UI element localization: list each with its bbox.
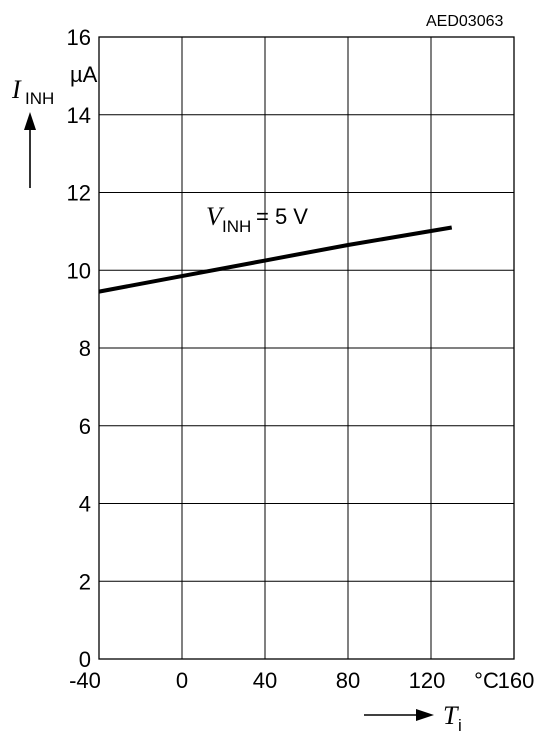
x-tick-label: 160 <box>498 668 535 693</box>
y-tick-label: 2 <box>79 569 91 594</box>
x-tick-label: 120 <box>409 668 446 693</box>
y-tick-label: 8 <box>79 336 91 361</box>
x-axis-sub: i <box>458 716 462 733</box>
series-label-rest: = 5 V <box>256 204 308 229</box>
series-line-vinh-5v <box>98 225 453 294</box>
x-tick-label: -40 <box>69 668 101 693</box>
x-tick-label: 40 <box>253 668 277 693</box>
plot-frame <box>98 36 515 660</box>
y-axis-sub: INH <box>25 89 54 108</box>
y-tick-label: 16 <box>67 25 91 50</box>
y-axis-unit: µA <box>70 62 98 87</box>
y-tick-label: 4 <box>79 492 91 517</box>
y-tick-labels: 0 2 4 6 8 10 12 14 16 <box>67 25 91 672</box>
y-tick-label: 6 <box>79 414 91 439</box>
x-axis-var: T <box>443 701 459 730</box>
y-axis-label: I INH µA <box>11 62 98 188</box>
grid <box>98 36 515 660</box>
y-tick-label: 10 <box>67 258 91 283</box>
x-axis-arrowhead-icon <box>416 709 434 721</box>
figure-id: AED03063 <box>426 13 503 30</box>
x-tick-label: 80 <box>336 668 360 693</box>
y-tick-label: 14 <box>67 103 91 128</box>
series-label-sub: INH <box>222 217 251 236</box>
x-axis-unit: °C <box>474 668 499 693</box>
y-axis-var: I <box>11 75 22 104</box>
x-axis-label: T i <box>364 701 462 733</box>
y-tick-label: 0 <box>79 647 91 672</box>
x-tick-labels: -40 0 40 80 120 160°C <box>69 668 534 693</box>
series-label: V INH = 5 V <box>206 202 308 236</box>
y-axis-arrowhead-icon <box>24 112 36 130</box>
x-tick-label: 0 <box>176 668 188 693</box>
series-layer <box>98 225 453 294</box>
y-tick-label: 12 <box>67 181 91 206</box>
series-label-var: V <box>206 202 225 231</box>
